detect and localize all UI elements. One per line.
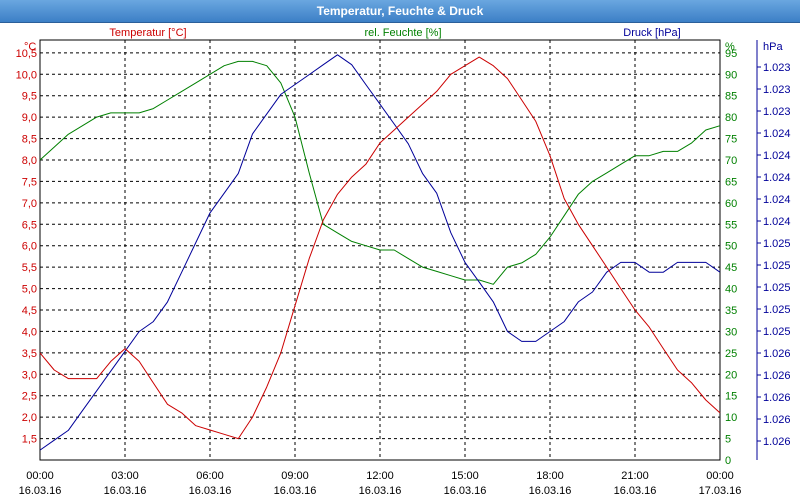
humidity-tick-label: 0 bbox=[725, 455, 731, 467]
pressure-tick-label: 1.023 bbox=[763, 84, 791, 96]
temperature-axis-ticks: 1,5 2,0 2,5 3,0 3,5 4,0 4,5 5,0 5,5 6,0 6,5 7,0 7,5 8… bbox=[16, 48, 37, 446]
pressure-tick-label: 1.026 bbox=[763, 414, 791, 426]
x-tick-date: 16.03.16 bbox=[359, 485, 402, 497]
temperature-tick-label: 4,0 bbox=[22, 326, 37, 338]
temperature-tick-label: 6,0 bbox=[22, 241, 37, 253]
humidity-tick-label: 30 bbox=[725, 326, 737, 338]
humidity-tick-label: 20 bbox=[725, 369, 737, 381]
temperature-tick-label: 10,0 bbox=[16, 69, 37, 81]
x-tick-time: 12:00 bbox=[366, 470, 394, 482]
temperature-tick-label: 9,5 bbox=[22, 91, 37, 103]
pressure-tick-label: 1.024 bbox=[763, 128, 791, 140]
pressure-tick-label: 1.023 bbox=[763, 62, 791, 74]
temperature-tick-label: 7,5 bbox=[22, 176, 37, 188]
humidity-tick-label: 45 bbox=[725, 262, 737, 274]
humidity-axis-unit: % bbox=[725, 41, 735, 53]
plot-area-border bbox=[39, 39, 721, 461]
temperature-tick-label: 7,0 bbox=[22, 198, 37, 210]
pressure-tick-label: 1.025 bbox=[763, 326, 791, 338]
x-tick-date: 16.03.16 bbox=[614, 485, 657, 497]
pressure-tick-label: 1.024 bbox=[763, 194, 791, 206]
humidity-axis-ticks: 0 5 10 15 20 25 30 35 40 45 50 55 60 65 70 75 80 85 90 95 bbox=[725, 48, 737, 467]
series-line-pressure bbox=[39, 54, 721, 451]
humidity-tick-label: 90 bbox=[725, 69, 737, 81]
pressure-tick-label: 1.026 bbox=[763, 392, 791, 404]
temperature-axis-unit: °C bbox=[24, 41, 36, 53]
pressure-tick-label: 1.024 bbox=[763, 150, 791, 162]
temperature-tick-label: 10,5 bbox=[16, 48, 37, 60]
x-tick-time: 03:00 bbox=[111, 470, 139, 482]
temperature-tick-label: 8,5 bbox=[22, 134, 37, 146]
temperature-tick-label: 8,0 bbox=[22, 155, 37, 167]
pressure-axis-ticks: 1.023 1.023 1.023 1.024 1.024 1.024 1.024 1.024… bbox=[757, 62, 791, 448]
temperature-tick-label: 3,0 bbox=[22, 369, 37, 381]
humidity-tick-label: 70 bbox=[725, 155, 737, 167]
temperature-tick-label: 1,5 bbox=[22, 434, 37, 446]
temperature-tick-label: 2,0 bbox=[22, 412, 37, 424]
x-tick-date: 16.03.16 bbox=[104, 485, 147, 497]
humidity-axis-label: rel. Feuchte [%] bbox=[364, 27, 441, 39]
humidity-tick-label: 5 bbox=[725, 434, 731, 446]
series bbox=[39, 54, 721, 451]
humidity-tick-label: 60 bbox=[725, 198, 737, 210]
humidity-tick-label: 25 bbox=[725, 348, 737, 360]
pressure-tick-label: 1.025 bbox=[763, 304, 791, 316]
window-title: Temperatur, Feuchte & Druck bbox=[0, 0, 800, 23]
x-tick-date: 16.03.16 bbox=[189, 485, 232, 497]
pressure-tick-label: 1.026 bbox=[763, 348, 791, 360]
x-tick-time: 15:00 bbox=[451, 470, 479, 482]
series-line-humidity bbox=[39, 60, 721, 285]
x-tick-date: 17.03.16 bbox=[699, 485, 742, 497]
humidity-tick-label: 50 bbox=[725, 241, 737, 253]
humidity-tick-label: 85 bbox=[725, 91, 737, 103]
x-tick-date: 16.03.16 bbox=[529, 485, 572, 497]
pressure-tick-label: 1.025 bbox=[763, 238, 791, 250]
temperature-tick-label: 5,0 bbox=[22, 284, 37, 296]
temperature-tick-label: 9,0 bbox=[22, 112, 37, 124]
humidity-tick-label: 55 bbox=[725, 219, 737, 231]
pressure-tick-label: 1.024 bbox=[763, 216, 791, 228]
x-axis-ticks: 00:00 16.03.16 03:00 16.03.16 06:00 16.03.16 0… bbox=[19, 470, 742, 497]
x-tick-time: 18:00 bbox=[536, 470, 564, 482]
humidity-tick-label: 65 bbox=[725, 176, 737, 188]
x-tick-time: 21:00 bbox=[621, 470, 649, 482]
temperature-tick-label: 3,5 bbox=[22, 348, 37, 360]
humidity-tick-label: 10 bbox=[725, 412, 737, 424]
series-line-temperature bbox=[39, 56, 721, 440]
pressure-tick-label: 1.023 bbox=[763, 106, 791, 118]
x-tick-time: 00:00 bbox=[26, 470, 54, 482]
temperature-tick-label: 4,5 bbox=[22, 305, 37, 317]
pressure-tick-label: 1.025 bbox=[763, 282, 791, 294]
temperature-tick-label: 5,5 bbox=[22, 262, 37, 274]
humidity-tick-label: 35 bbox=[725, 305, 737, 317]
pressure-axis-unit: hPa bbox=[763, 41, 783, 53]
x-tick-time: 00:00 bbox=[706, 470, 734, 482]
humidity-tick-label: 95 bbox=[725, 48, 737, 60]
x-tick-date: 16.03.16 bbox=[274, 485, 317, 497]
humidity-tick-label: 15 bbox=[725, 391, 737, 403]
pressure-tick-label: 1.024 bbox=[763, 172, 791, 184]
x-tick-time: 06:00 bbox=[196, 470, 224, 482]
pressure-tick-label: 1.025 bbox=[763, 260, 791, 272]
humidity-tick-label: 40 bbox=[725, 284, 737, 296]
temperature-tick-label: 2,5 bbox=[22, 391, 37, 403]
humidity-tick-label: 80 bbox=[725, 112, 737, 124]
temperature-axis-label: Temperatur [°C] bbox=[109, 27, 186, 39]
pressure-tick-label: 1.026 bbox=[763, 436, 791, 448]
pressure-axis-label: Druck [hPa] bbox=[623, 27, 680, 39]
x-tick-date: 16.03.16 bbox=[444, 485, 487, 497]
pressure-tick-label: 1.026 bbox=[763, 370, 791, 382]
humidity-tick-label: 75 bbox=[725, 134, 737, 146]
x-tick-date: 16.03.16 bbox=[19, 485, 62, 497]
x-tick-time: 09:00 bbox=[281, 470, 309, 482]
temperature-tick-label: 6,5 bbox=[22, 219, 37, 231]
